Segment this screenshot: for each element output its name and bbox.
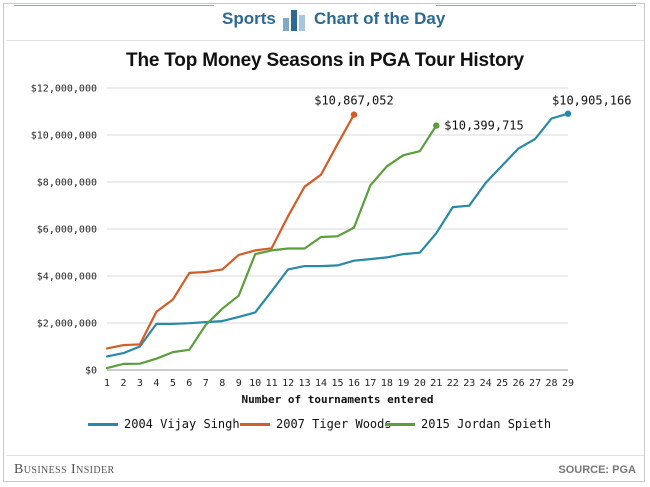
title-divider <box>6 40 644 41</box>
series-line-singh <box>105 112 570 358</box>
x-tick-label: 13 <box>299 378 311 389</box>
legend-item-woods: 2007 Tiger Woods <box>240 412 392 436</box>
x-tick-label: 17 <box>364 378 376 389</box>
x-tick-label: 15 <box>331 378 343 389</box>
x-tick-label: 8 <box>219 378 225 389</box>
legend-item-singh: 2004 Vijay Singh <box>88 412 240 436</box>
x-tick-label: 23 <box>463 378 475 389</box>
series-end-marker-spieth <box>433 122 440 129</box>
x-tick-label: 18 <box>381 378 393 389</box>
x-tick-label: 9 <box>236 378 242 389</box>
series-end-marker-woods <box>350 111 358 118</box>
x-tick-label: 16 <box>348 378 360 389</box>
x-tick-label: 14 <box>315 378 327 389</box>
y-tick-label: $12,000,000 <box>31 84 97 95</box>
brand-logo: Business Insider <box>14 462 115 477</box>
footer-divider <box>6 455 644 456</box>
series-line-woods <box>105 113 356 350</box>
chart-title: The Top Money Seasons in PGA Tour Histor… <box>126 50 524 71</box>
y-tick-label: $6,000,000 <box>37 225 97 236</box>
x-tick-label: 1 <box>104 378 110 389</box>
bar-chart-icon <box>283 10 305 31</box>
y-tick-label: $2,000,000 <box>37 319 97 330</box>
legend: 2004 Vijay Singh 2007 Tiger Woods 2015 J… <box>0 412 650 436</box>
x-tick-label: 27 <box>529 378 541 389</box>
series-line-spieth <box>105 124 438 370</box>
section-label: Sports <box>222 9 276 28</box>
x-tick-label: 29 <box>562 378 574 389</box>
series-end-label-singh: $10,905,166 <box>552 94 631 108</box>
legend-swatch-woods <box>240 422 270 426</box>
legend-label-woods: 2007 Tiger Woods <box>276 417 392 431</box>
legend-swatch-singh <box>88 422 118 426</box>
x-tick-label: 25 <box>496 378 508 389</box>
header-rule-left <box>14 5 214 6</box>
legend-label-singh: 2004 Vijay Singh <box>124 417 240 431</box>
legend-label-spieth: 2015 Jordan Spieth <box>421 417 552 431</box>
series-end-marker-singh <box>564 110 572 117</box>
y-tick-label: $10,000,000 <box>31 131 97 142</box>
x-tick-label: 20 <box>414 378 426 389</box>
y-tick-label: $4,000,000 <box>37 272 97 283</box>
source-note: SOURCE: PGA <box>558 464 636 476</box>
x-tick-label: 6 <box>186 378 192 389</box>
series-label: Chart of the Day <box>314 9 446 28</box>
x-tick-label: 26 <box>513 378 525 389</box>
header-rule-right <box>436 5 636 6</box>
y-tick-label: $8,000,000 <box>37 178 97 189</box>
x-tick-label: 2 <box>120 378 126 389</box>
x-tick-label: 11 <box>266 378 278 389</box>
legend-item-spieth: 2015 Jordan Spieth <box>385 412 551 436</box>
x-tick-label: 24 <box>480 378 492 389</box>
x-tick-label: 28 <box>546 378 558 389</box>
legend-swatch-spieth <box>385 422 415 426</box>
x-tick-label: 4 <box>153 378 159 389</box>
header-bar: Sports Chart of the Day <box>0 0 650 44</box>
x-tick-label: 19 <box>397 378 409 389</box>
y-tick-label: $0 <box>85 366 97 377</box>
x-tick-label: 12 <box>282 378 294 389</box>
series-end-label-spieth: $10,399,715 <box>444 119 523 133</box>
x-tick-label: 5 <box>170 378 176 389</box>
series-end-label-woods: $10,867,052 <box>314 94 393 108</box>
chart-frame <box>3 3 645 482</box>
x-tick-label: 22 <box>447 378 459 389</box>
x-tick-label: 10 <box>249 378 261 389</box>
x-tick-label: 7 <box>203 378 209 389</box>
x-tick-label: 21 <box>430 378 442 389</box>
x-tick-label: 3 <box>137 378 143 389</box>
x-axis-label: Number of tournaments entered <box>241 393 433 406</box>
